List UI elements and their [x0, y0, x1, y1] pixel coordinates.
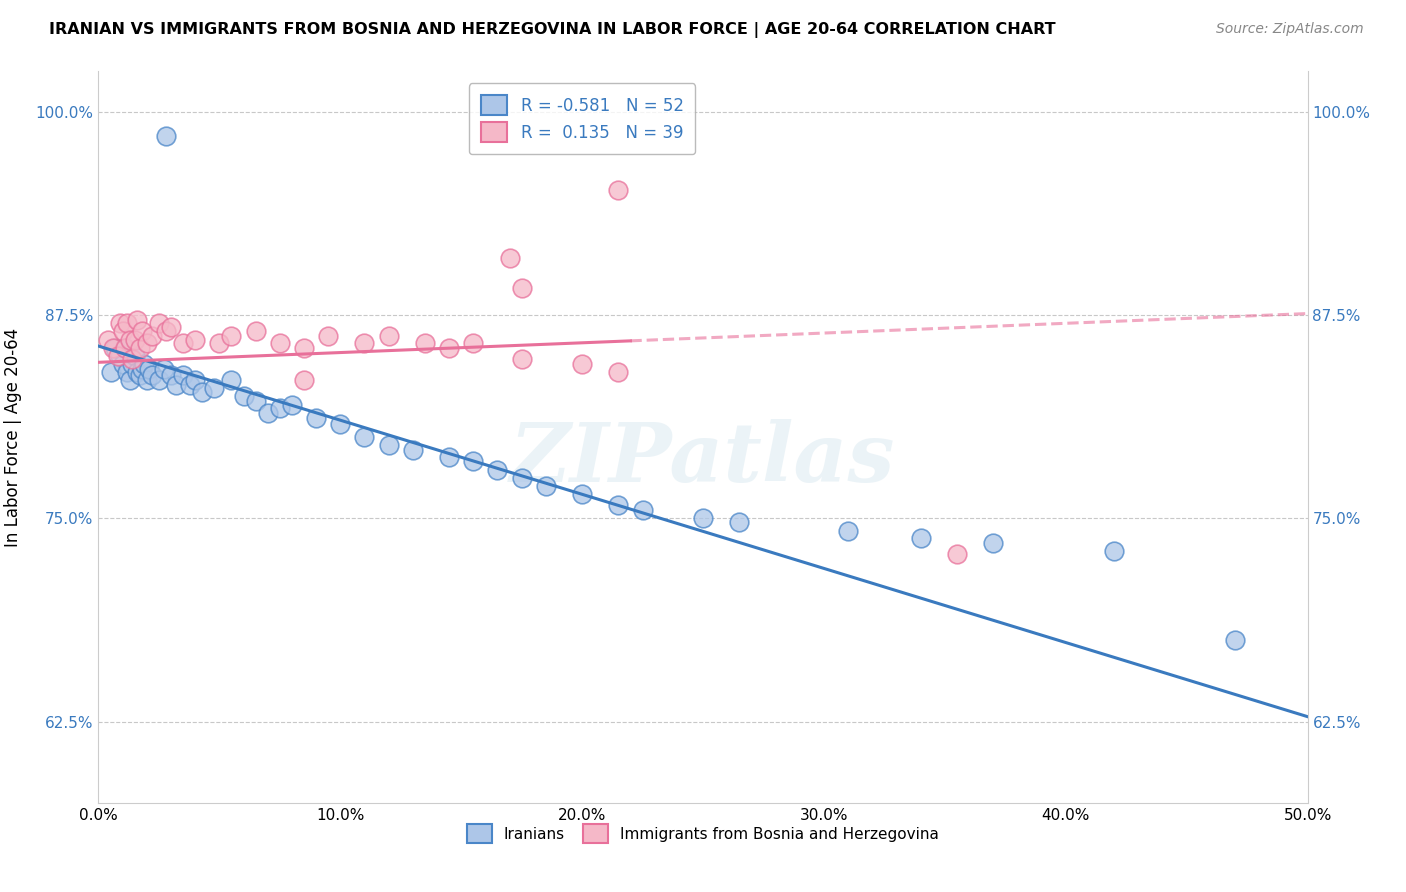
- Point: [97, 333, 120, 347]
- Point: [607, 183, 630, 197]
- Y-axis label: In Labor Force | Age 20-64: In Labor Force | Age 20-64: [4, 327, 21, 547]
- Point: [571, 357, 593, 371]
- Point: [124, 333, 146, 347]
- Point: [204, 381, 226, 395]
- Point: [165, 378, 187, 392]
- Point: [114, 341, 136, 355]
- Point: [191, 384, 214, 399]
- Point: [510, 352, 533, 367]
- Point: [135, 373, 157, 387]
- Point: [155, 129, 177, 144]
- Point: [141, 368, 163, 383]
- Point: [107, 349, 129, 363]
- Point: [402, 443, 425, 458]
- Point: [316, 329, 339, 343]
- Point: [121, 357, 143, 371]
- Point: [631, 503, 654, 517]
- Point: [498, 252, 520, 266]
- Point: [305, 410, 328, 425]
- Point: [148, 373, 170, 387]
- Point: [172, 368, 194, 383]
- Text: Source: ZipAtlas.com: Source: ZipAtlas.com: [1216, 22, 1364, 37]
- Point: [837, 524, 859, 539]
- Point: [160, 368, 183, 383]
- Point: [208, 335, 231, 350]
- Point: [108, 316, 131, 330]
- Point: [377, 329, 399, 343]
- Point: [127, 313, 149, 327]
- Point: [184, 373, 207, 387]
- Point: [1223, 633, 1246, 648]
- Point: [179, 378, 201, 392]
- Point: [607, 499, 630, 513]
- Point: [111, 357, 134, 371]
- Point: [160, 319, 183, 334]
- Point: [353, 430, 375, 444]
- Point: [131, 325, 153, 339]
- Point: [692, 511, 714, 525]
- Point: [118, 373, 141, 387]
- Point: [152, 361, 174, 376]
- Point: [437, 341, 460, 355]
- Point: [131, 361, 153, 376]
- Point: [510, 471, 533, 485]
- Point: [155, 325, 177, 339]
- Point: [269, 401, 291, 415]
- Point: [329, 417, 352, 431]
- Point: [104, 341, 127, 355]
- Point: [117, 316, 139, 330]
- Point: [292, 373, 315, 387]
- Point: [128, 341, 150, 355]
- Point: [256, 406, 278, 420]
- Point: [128, 368, 150, 383]
- Point: [101, 341, 124, 355]
- Point: [510, 280, 533, 294]
- Point: [138, 361, 160, 376]
- Point: [134, 357, 156, 371]
- Point: [121, 352, 143, 367]
- Text: ZIPatlas: ZIPatlas: [510, 419, 896, 499]
- Point: [486, 462, 509, 476]
- Point: [117, 365, 139, 379]
- Point: [463, 454, 485, 468]
- Point: [981, 535, 1004, 549]
- Legend: Iranians, Immigrants from Bosnia and Herzegovina: Iranians, Immigrants from Bosnia and Her…: [457, 814, 949, 854]
- Point: [910, 531, 932, 545]
- Point: [148, 316, 170, 330]
- Point: [437, 450, 460, 464]
- Point: [281, 398, 304, 412]
- Point: [245, 325, 267, 339]
- Point: [245, 394, 267, 409]
- Point: [1102, 544, 1125, 558]
- Point: [571, 487, 593, 501]
- Point: [269, 335, 291, 350]
- Text: IRANIAN VS IMMIGRANTS FROM BOSNIA AND HERZEGOVINA IN LABOR FORCE | AGE 20-64 COR: IRANIAN VS IMMIGRANTS FROM BOSNIA AND HE…: [49, 22, 1056, 38]
- Point: [728, 515, 751, 529]
- Point: [946, 547, 969, 561]
- Point: [135, 335, 157, 350]
- Point: [221, 329, 243, 343]
- Point: [353, 335, 375, 350]
- Point: [172, 335, 194, 350]
- Point: [377, 438, 399, 452]
- Point: [463, 335, 485, 350]
- Point: [114, 341, 136, 355]
- Point: [118, 333, 141, 347]
- Point: [413, 335, 436, 350]
- Point: [184, 333, 207, 347]
- Point: [221, 373, 243, 387]
- Point: [607, 365, 630, 379]
- Point: [108, 349, 131, 363]
- Point: [534, 479, 557, 493]
- Point: [124, 349, 146, 363]
- Point: [141, 329, 163, 343]
- Point: [232, 389, 254, 403]
- Point: [127, 365, 149, 379]
- Point: [292, 341, 315, 355]
- Point: [111, 325, 134, 339]
- Point: [100, 365, 122, 379]
